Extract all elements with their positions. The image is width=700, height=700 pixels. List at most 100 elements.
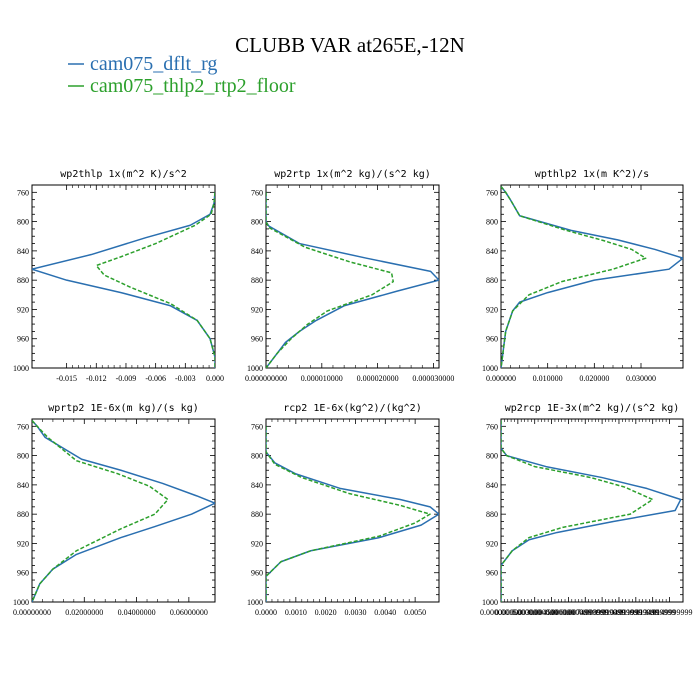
panel-title: wp2rtp 1x(m^2 kg)/(s^2 kg) [274,169,431,180]
y-tick-label: 840 [486,481,498,490]
legend-label-1: cam075_dflt_rg [90,53,217,75]
x-tick-label: 0.0149999999 [647,608,693,617]
x-tick-label: 0.02000000 [65,608,103,617]
plot-frame [265,184,440,369]
y-tick-label: 880 [251,276,263,285]
x-tick-label: 0.0030000000 [512,608,558,617]
x-tick-label: 0.000000000 [245,374,287,383]
y-tick-label: 1000 [247,364,263,373]
series-line-floor [266,192,394,368]
x-tick-label: 0.0000 [255,608,277,617]
panel-title: rcp2 1E-6x(kg^2)/(kg^2) [283,403,421,414]
x-tick-label: -0.015 [56,374,77,383]
panel-title: wpthlp2 1x(m K^2)/s [535,169,649,180]
y-tick-label: 760 [251,188,263,197]
x-tick-label: 0.00000000 [13,608,51,617]
plot-frame [500,184,684,369]
x-tick-label: 0.0060000000 [545,608,591,617]
series-line-dflt [32,419,215,602]
y-tick-label: 880 [486,276,498,285]
x-tick-label: 0.06000000 [170,608,208,617]
x-tick-label: 0.0134999999 [630,608,676,617]
y-tick-label: 760 [486,422,498,431]
y-tick-label: 760 [17,422,29,431]
series-line-dflt [32,192,215,368]
y-tick-label: 840 [251,481,263,490]
y-tick-label: 800 [251,218,263,227]
y-tick-label: 760 [486,188,498,197]
y-tick-label: 880 [17,510,29,519]
x-tick-label: 0.0074999999 [562,608,608,617]
chart-panel-2: wp2rtp 1x(m^2 kg)/(s^2 kg) 760 800 840 880 92… [245,169,454,383]
y-tick-label: 800 [17,452,29,461]
y-tick-label: 960 [251,569,263,578]
series-line-floor [95,192,215,368]
series-line-floor [266,426,431,602]
x-tick-label: 0.0030 [344,608,366,617]
x-tick-label: 0.030000 [626,374,656,383]
y-tick-label: 840 [486,247,498,256]
chart-panel-6: wp2rcp 1E-3x(m^2 kg)/(s^2 kg) 760 800 840 88… [480,403,693,617]
series-line-floor [501,420,654,602]
y-tick-label: 800 [486,452,498,461]
x-tick-label: 0.010000 [533,374,563,383]
series-line-floor [501,185,647,368]
plot-frame [31,184,216,369]
y-tick-label: 920 [17,305,29,314]
x-tick-label: 0.000010000 [301,374,343,383]
x-tick-label: 0.0089999999 [579,608,625,617]
x-tick-label: -0.003 [175,374,196,383]
y-tick-label: 840 [17,247,29,256]
plot-frame [265,418,440,603]
plot-frame [500,418,684,603]
x-tick-label: -0.012 [86,374,107,383]
x-tick-label: -0.006 [145,374,166,383]
x-tick-label: 0.0040 [374,608,396,617]
y-tick-label: 920 [251,539,263,548]
panel-title: wprtp2 1E-6x(m kg)/(s kg) [48,403,199,414]
chart-panel-3: wpthlp2 1x(m K^2)/s 760 800 840 880 920 960 100… [482,169,684,383]
series-line-dflt [501,185,683,368]
y-tick-label: 800 [486,218,498,227]
y-tick-label: 760 [17,188,29,197]
figure-title: CLUBB VAR at265E,-12N [235,33,465,57]
panel-title: wp2thlp 1x(m^2 K)/s^2 [60,169,186,180]
chart-panel-1: wp2thlp 1x(m^2 K)/s^2 760 800 840 880 920 960 1… [13,169,224,383]
legend-label-2: cam075_thlp2_rtp2_floor [90,75,296,97]
y-tick-label: 840 [251,247,263,256]
x-tick-label: 0.000020000 [357,374,399,383]
plot-frame [31,418,216,603]
x-tick-label: 0.0104999999 [596,608,642,617]
series-line-dflt [266,426,439,602]
y-tick-label: 1000 [13,598,29,607]
x-tick-label: 0.0045000000 [529,608,575,617]
y-tick-label: 1000 [247,598,263,607]
x-tick-label: 0.0020 [315,608,337,617]
y-tick-label: 840 [17,481,29,490]
y-tick-label: 880 [251,510,263,519]
y-tick-label: 800 [251,452,263,461]
series-line-dflt [501,420,682,602]
y-tick-label: 800 [17,218,29,227]
y-tick-label: 760 [251,422,263,431]
y-tick-label: 960 [17,569,29,578]
x-tick-label: 0.000 [206,374,224,383]
chart-panel-5: rcp2 1E-6x(kg^2)/(kg^2) 760 800 840 880 920 96… [247,403,440,617]
x-tick-label: 0.020000 [579,374,609,383]
x-tick-label: 0.0015000000 [495,608,541,617]
y-tick-label: 960 [251,335,263,344]
y-tick-label: 920 [251,305,263,314]
x-tick-label: 0.0010 [285,608,307,617]
x-tick-label: 0.000030000 [412,374,454,383]
y-tick-label: 920 [486,305,498,314]
y-tick-label: 1000 [482,364,498,373]
y-tick-label: 920 [17,539,29,548]
x-tick-label: 0.0119999999 [613,608,659,617]
y-tick-label: 1000 [13,364,29,373]
x-tick-label: 0.0050 [404,608,426,617]
y-tick-label: 960 [17,335,29,344]
y-tick-label: 1000 [482,598,498,607]
y-tick-label: 880 [17,276,29,285]
y-tick-label: 880 [486,510,498,519]
